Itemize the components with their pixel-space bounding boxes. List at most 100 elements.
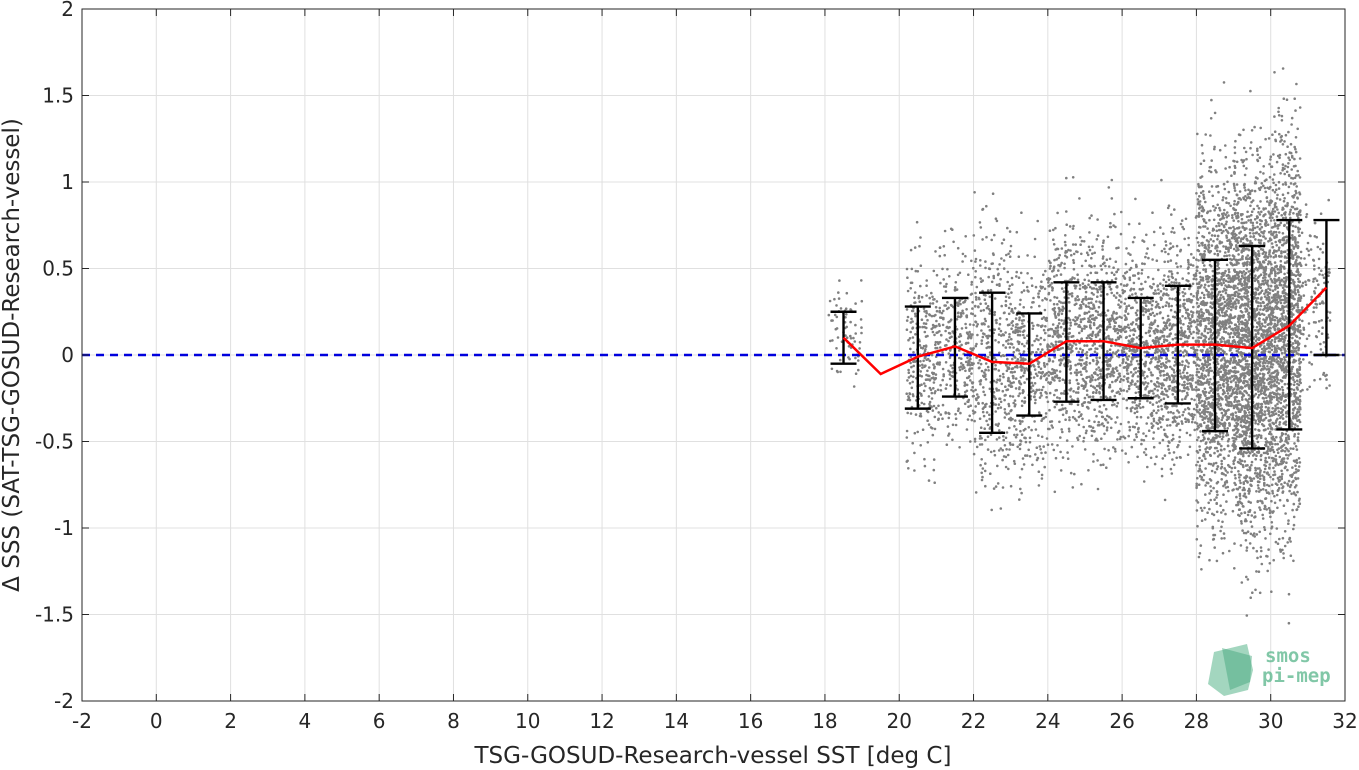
scatter-point [1026,254,1029,257]
scatter-point [988,387,992,391]
scatter-point [969,404,972,408]
scatter-point [1188,321,1191,325]
scatter-point [960,343,963,347]
scatter-point [1176,265,1179,269]
scatter-point [1117,299,1121,302]
scatter-point [1172,368,1175,372]
scatter-point [1158,349,1161,352]
scatter-point [1117,324,1121,328]
scatter-point [1137,430,1140,434]
scatter-point [1090,434,1094,438]
scatter-point [1101,422,1104,425]
scatter-point [1070,278,1073,281]
scatter-point [1021,389,1025,392]
scatter-point [1036,374,1039,378]
scatter-point [1059,436,1062,439]
scatter-point [1201,152,1204,155]
scatter-point [930,353,934,357]
scatter-point [990,238,993,242]
scatter-point [1122,358,1125,361]
scatter-point [1193,428,1196,432]
scatter-point [1159,351,1163,354]
scatter-point [1201,235,1204,238]
scatter-point [1081,349,1085,352]
scatter-point [1151,277,1155,281]
scatter-point [1220,511,1223,514]
scatter-point [1071,334,1075,338]
scatter-point [1158,421,1162,424]
scatter-point [1087,305,1090,309]
scatter-point [1098,410,1101,413]
scatter-point [1002,311,1006,315]
scatter-point [933,391,936,395]
scatter-point [1054,340,1058,344]
scatter-point [1225,254,1229,258]
scatter-point [1131,293,1134,296]
scatter-point [955,301,959,305]
scatter-point [938,330,941,333]
scatter-point [1146,416,1150,419]
scatter-point [1156,377,1160,380]
scatter-point [984,362,988,365]
scatter-point [1003,411,1007,414]
scatter-point [986,304,990,308]
scatter-point [1141,405,1145,409]
scatter-point [927,423,931,426]
scatter-point [1000,242,1004,245]
scatter-point [1232,306,1235,309]
scatter-point [1090,256,1093,260]
scatter-point [1150,303,1154,307]
scatter-point [1027,426,1031,429]
scatter-point [1146,247,1149,250]
scatter-point [1082,440,1085,443]
scatter-point [1039,391,1043,395]
scatter-point [1165,373,1169,377]
scatter-point [980,322,984,326]
scatter-point [1155,336,1159,339]
scatter-point [1163,247,1166,251]
scatter-point [1047,291,1051,295]
scatter-point [1056,326,1060,329]
scatter-point [1223,254,1226,258]
scatter-point [1052,302,1056,306]
scatter-point [1195,269,1199,272]
scatter-point [1110,271,1114,275]
scatter-point [1075,373,1078,377]
scatter-point [1080,413,1083,416]
scatter-point [965,428,969,431]
scatter-point [854,332,857,335]
scatter-point [1091,395,1095,399]
scatter-point [1204,350,1208,353]
scatter-point [1071,415,1075,419]
scatter-point [1200,509,1204,512]
scatter-point [1163,387,1167,391]
scatter-point [1022,281,1025,285]
scatter-point [1171,323,1175,327]
scatter-point [1076,273,1079,277]
scatter-point [1228,549,1231,553]
scatter-point [922,382,926,385]
scatter-point [1128,428,1132,432]
scatter-point [1197,259,1200,262]
scatter-point [1011,283,1014,286]
scatter-point [1208,190,1211,193]
scatter-point [1057,333,1060,337]
scatter-point [1201,390,1205,393]
scatter-point [944,361,948,364]
scatter-point [1011,320,1014,323]
scatter-point [1182,354,1186,358]
scatter-point [984,484,987,488]
scatter-point [1037,295,1041,299]
scatter-point [1130,363,1133,366]
scatter-point [1049,381,1053,384]
scatter-point [1057,312,1060,316]
scatter-point [1030,428,1033,432]
scatter-point [1048,357,1051,361]
scatter-point [909,248,913,252]
scatter-point [906,315,910,319]
scatter-point [1060,392,1063,395]
scatter-point [1019,487,1022,491]
scatter-point [1158,416,1161,420]
scatter-point [1003,408,1007,411]
scatter-point [1102,241,1105,245]
